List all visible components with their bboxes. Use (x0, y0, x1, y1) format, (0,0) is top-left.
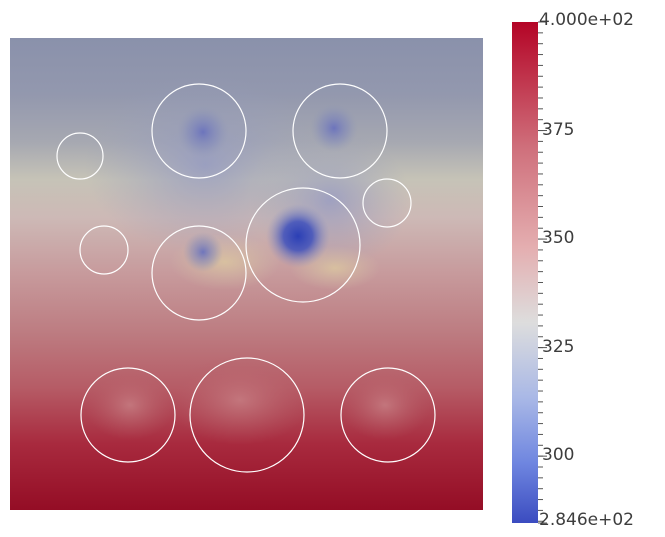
colorbar-tick-label: 350 (542, 230, 574, 247)
pink-halo (340, 370, 430, 440)
colorbar-tick-label: 300 (542, 447, 574, 464)
colorbar-tick-label: 325 (542, 339, 574, 356)
cold-spot (183, 232, 223, 272)
cold-spot (310, 104, 358, 152)
cold-spot (177, 106, 229, 158)
colorbar-tick-label: 375 (542, 122, 574, 139)
colorbar-min-label: 2.846e+02 (539, 512, 634, 529)
pink-halo (170, 355, 310, 445)
pink-halo (85, 370, 175, 440)
cold-spot (266, 204, 330, 268)
heatmap-field (10, 38, 483, 510)
colorbar (512, 22, 538, 523)
colorbar-max-label: 4.000e+02 (539, 12, 634, 29)
